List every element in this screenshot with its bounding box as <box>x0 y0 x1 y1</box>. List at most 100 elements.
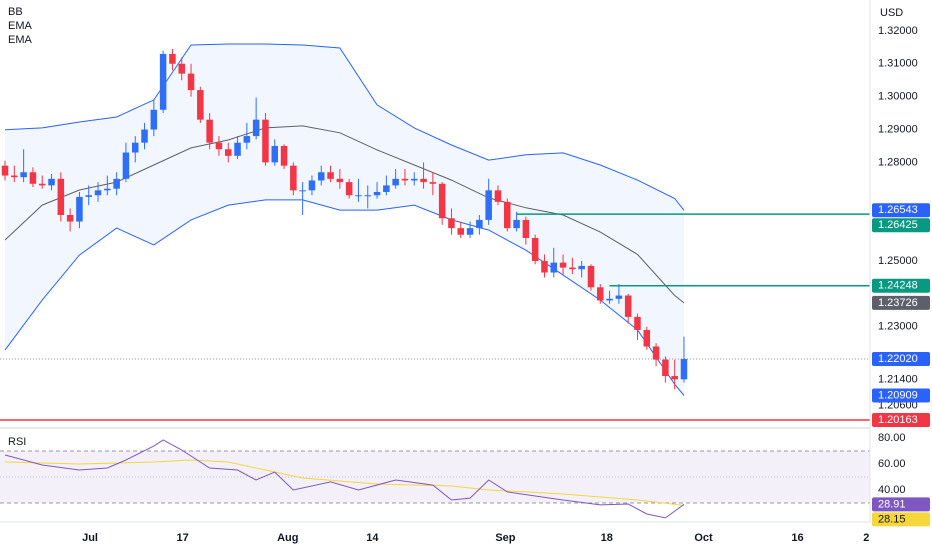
candle-body <box>122 152 130 179</box>
candle-body <box>308 180 316 191</box>
band-lower <box>4 199 685 396</box>
candle-body <box>169 53 176 64</box>
candle-body <box>187 73 195 91</box>
rsi-tick-label: 80.00 <box>878 432 906 444</box>
candle-body <box>290 165 297 191</box>
currency-label: USD <box>880 7 903 19</box>
candle-body <box>504 201 511 229</box>
candle-body <box>383 185 390 192</box>
candle-body <box>11 175 18 178</box>
candle-body <box>178 63 185 74</box>
candle-body <box>141 129 148 143</box>
candle-body <box>485 190 492 220</box>
axis-value-box <box>872 218 930 233</box>
candle-body <box>634 316 641 331</box>
candle-body <box>215 142 223 150</box>
candle-body <box>466 228 474 235</box>
candle-body <box>522 219 530 238</box>
y-tick-label: 1.30000 <box>878 91 918 103</box>
x-tick-label: 18 <box>601 532 613 544</box>
axis-value-label: 1.23726 <box>878 297 918 309</box>
band-fill <box>5 44 684 396</box>
y-tick-label: 1.32000 <box>878 25 918 37</box>
candle-body <box>1 165 9 176</box>
candle-body <box>94 190 102 196</box>
candle-body <box>197 90 204 120</box>
candle-body <box>104 188 111 191</box>
candle-body <box>606 298 613 301</box>
candle-body <box>38 183 46 186</box>
candle-body <box>392 178 399 186</box>
candle-body <box>559 262 567 268</box>
candle-body <box>29 172 37 184</box>
candle-body <box>578 265 585 270</box>
candle-body <box>671 376 678 380</box>
axis-value-box <box>872 351 930 366</box>
candle-body <box>652 346 660 360</box>
candle-body <box>364 195 372 197</box>
axis-value-box <box>872 388 930 403</box>
candle-body <box>494 190 502 202</box>
candle-body <box>66 214 74 222</box>
candle-body <box>476 219 483 229</box>
candle-body <box>615 295 623 299</box>
candle-body <box>336 178 344 183</box>
rsi-tick-label: 60.00 <box>878 458 906 470</box>
candle-body <box>113 178 120 189</box>
candle-body <box>159 53 167 110</box>
candle-body <box>438 183 446 219</box>
legend-item: EMA <box>8 34 33 46</box>
candle-body <box>206 119 213 143</box>
candle-body <box>243 136 251 143</box>
rsi-title: RSI <box>8 436 26 448</box>
candle-body <box>271 145 279 163</box>
axis-value-box <box>872 295 930 310</box>
candle-body <box>531 237 539 262</box>
y-tick-label: 1.29000 <box>878 123 918 135</box>
axis-value-box <box>872 512 930 527</box>
band-basis <box>4 125 685 304</box>
y-tick-label: 1.31000 <box>878 58 918 70</box>
candle-body <box>317 172 325 181</box>
axis-value-label: 1.22020 <box>878 353 918 365</box>
candle-body <box>457 228 465 235</box>
candle-body <box>224 149 232 156</box>
x-tick-label: 14 <box>366 532 379 544</box>
candle-body <box>150 109 158 130</box>
candle-body <box>252 119 260 137</box>
candle-body <box>355 195 362 197</box>
rsi-tick-label: 40.00 <box>878 484 906 496</box>
x-tick-label: 16 <box>791 532 803 544</box>
candle-body <box>662 359 669 377</box>
x-tick-label: Oct <box>694 532 713 544</box>
candle-body <box>262 119 269 163</box>
axis-value-label: 1.20909 <box>878 389 918 401</box>
axis-value-box <box>872 203 930 218</box>
candle-body <box>299 190 306 192</box>
candle-body <box>401 178 409 181</box>
candle-body <box>57 178 65 215</box>
candle-body <box>643 330 651 347</box>
candle-body <box>513 219 520 229</box>
candle-body <box>345 182 353 196</box>
candle-body <box>131 142 139 153</box>
rsi-ma-line <box>4 459 685 506</box>
x-tick-label: 17 <box>177 532 189 544</box>
y-tick-label: 1.25000 <box>878 255 918 267</box>
axis-value-box <box>872 278 930 293</box>
x-tick-label: Jul <box>82 532 98 544</box>
candle-body <box>680 358 688 380</box>
candle-body <box>429 182 437 184</box>
legend-item: BB <box>8 6 23 18</box>
candle-body <box>420 178 427 183</box>
candle-body <box>280 145 288 166</box>
candle-body <box>85 195 92 197</box>
candle-body <box>20 172 27 178</box>
axis-value-label: 1.24248 <box>878 280 918 292</box>
y-tick-label: 1.23000 <box>878 321 918 333</box>
candle-body <box>597 287 604 301</box>
y-tick-label: 1.20600 <box>878 400 918 412</box>
x-tick-label: 2 <box>863 532 869 544</box>
candle-body <box>76 196 83 222</box>
